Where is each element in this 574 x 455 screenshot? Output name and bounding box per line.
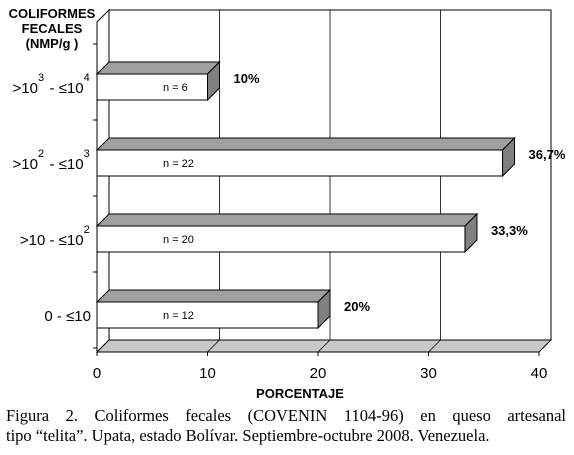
bar-n-label: n = 20 [163, 234, 194, 246]
bar-front [96, 73, 208, 101]
x-tick-label: 40 [531, 365, 548, 382]
y-axis-title-line: COLIFORMES [9, 6, 96, 21]
category-base: 0 - ≤10 [44, 308, 91, 325]
bar-chart: 0 10 20 30 40 n = 12 20% n = 20 33,3% n = 22 36,7%… [9, 6, 566, 401]
caption-line-2: tipo “telita”. Upata, estado Bolívar. Se… [6, 426, 490, 445]
bar-3: n = 22 36,7% [95, 136, 566, 178]
x-tick-label: 20 [310, 365, 327, 382]
bar-front [96, 301, 319, 329]
floor-gridline [428, 339, 441, 353]
category-exp1: 2 [38, 148, 44, 160]
y-axis-title-line: FECALES [22, 21, 83, 36]
figure-caption: Figura 2. Coliformes fecales (COVENIN 11… [6, 406, 566, 446]
bar-top [95, 289, 332, 303]
x-axis-title: PORCENTAJE [256, 386, 344, 400]
category-base: >10 [13, 80, 38, 97]
baseline-reset [90, 80, 91, 97]
bar-4: n = 6 10% [95, 60, 260, 102]
bar-2: n = 20 33,3% [95, 212, 528, 254]
y-category-label: >103 - ≤104 [13, 72, 91, 97]
bar-1: n = 12 20% [95, 288, 370, 330]
y-category-label: >10 - ≤102 [20, 224, 91, 249]
x-tick-label: 10 [199, 365, 216, 382]
bar-value-label: 10% [234, 71, 260, 86]
floor-gridline [207, 339, 220, 353]
baseline-reset [90, 232, 91, 249]
bar-front [96, 225, 466, 253]
x-tick-label: 30 [420, 365, 437, 382]
bar-n-label: n = 12 [163, 310, 194, 322]
bar-n-label: n = 6 [163, 82, 188, 94]
bar-top [95, 213, 479, 227]
category-mid: - ≤10 [45, 156, 83, 173]
floor-gridline [317, 339, 331, 353]
bar-n-label: n = 22 [163, 158, 194, 170]
category-exp2: 3 [84, 148, 90, 160]
category-exp1: 3 [38, 72, 44, 84]
bar-top [95, 137, 516, 151]
bar-value-label: 20% [344, 299, 370, 314]
category-exp2: 2 [84, 224, 90, 236]
baseline-reset [90, 156, 91, 173]
category-exp2: 4 [84, 72, 90, 84]
x-tick-label: 0 [93, 365, 101, 382]
category-base: >10 [13, 156, 38, 173]
bar-top [95, 61, 221, 75]
bar-front [96, 149, 504, 177]
y-axis-title-line: (NMP/g ) [26, 36, 79, 51]
category-mid: - ≤10 [45, 80, 83, 97]
bar-value-label: 36,7% [529, 147, 566, 162]
caption-line-1: Figura 2. Coliformes fecales (COVENIN 11… [6, 406, 566, 425]
bar-value-label: 33,3% [491, 223, 528, 238]
y-category-label: 0 - ≤10 [44, 308, 91, 325]
y-category-label: >102 - ≤103 [13, 148, 91, 173]
category-base: >10 - ≤10 [20, 232, 84, 249]
